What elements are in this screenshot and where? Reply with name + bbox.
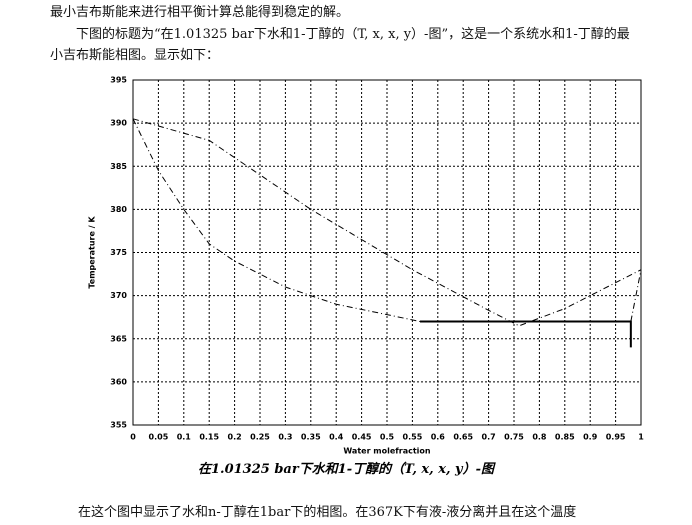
x-tick-label: 0.2 [228,433,242,442]
y-tick-label: 375 [110,248,127,257]
x-tick-label: 0.35 [301,433,321,442]
x-tick-label: 0.65 [453,433,473,442]
x-tick-label: 0.55 [403,433,423,442]
x-tick-label: 0.05 [149,433,169,442]
curve [420,320,632,348]
x-tick-label: 0.15 [199,433,219,442]
y-tick-label: 365 [110,334,127,343]
paragraph: 下图的标题为“在1.01325 bar下水和1-丁醇的（T, x, x, y）-… [50,27,630,63]
y-tick-label: 385 [110,162,127,171]
curve [132,118,642,327]
x-tick-label: 0.8 [532,433,547,442]
paragraph: 最小吉布斯能来进行相平衡计算总能得到稳定的解。 [50,5,350,20]
y-axis-label: Temperature / K [88,216,97,289]
x-tick-label: 0.4 [329,433,344,442]
x-tick-label: 0.7 [482,433,496,442]
curve [630,269,642,322]
y-tick-label: 360 [110,377,127,386]
x-tick-label: 0.1 [177,433,192,442]
x-tick-label: 0.9 [583,433,598,442]
y-tick-label: 390 [110,119,127,128]
x-tick-label: 0.25 [250,433,270,442]
x-axis-label: Water molefraction [343,447,431,456]
x-tick-label: 0.75 [504,433,524,442]
x-tick-label: 0 [130,433,136,442]
y-tick-label: 380 [110,205,127,214]
y-tick-label: 355 [110,421,127,430]
x-tick-label: 0.3 [278,433,292,442]
y-tick-label: 370 [110,291,127,300]
paragraph: 在这个图中显示了水和n-丁醇在1bar下的相图。在367K下有液-液分离并且在这… [78,505,577,520]
curve [132,118,421,322]
x-tick-label: 0.5 [380,433,395,442]
x-tick-label: 0.95 [606,433,626,442]
x-tick-label: 0.85 [555,433,575,442]
x-tick-label: 0.45 [352,433,372,442]
y-tick-label: 395 [110,76,127,85]
figure-caption: 在1.01325 bar下水和1-丁醇的（T, x, x, y）-图 [198,462,494,477]
x-tick-label: 0.6 [431,433,446,442]
x-tick-label: 1 [638,433,644,442]
